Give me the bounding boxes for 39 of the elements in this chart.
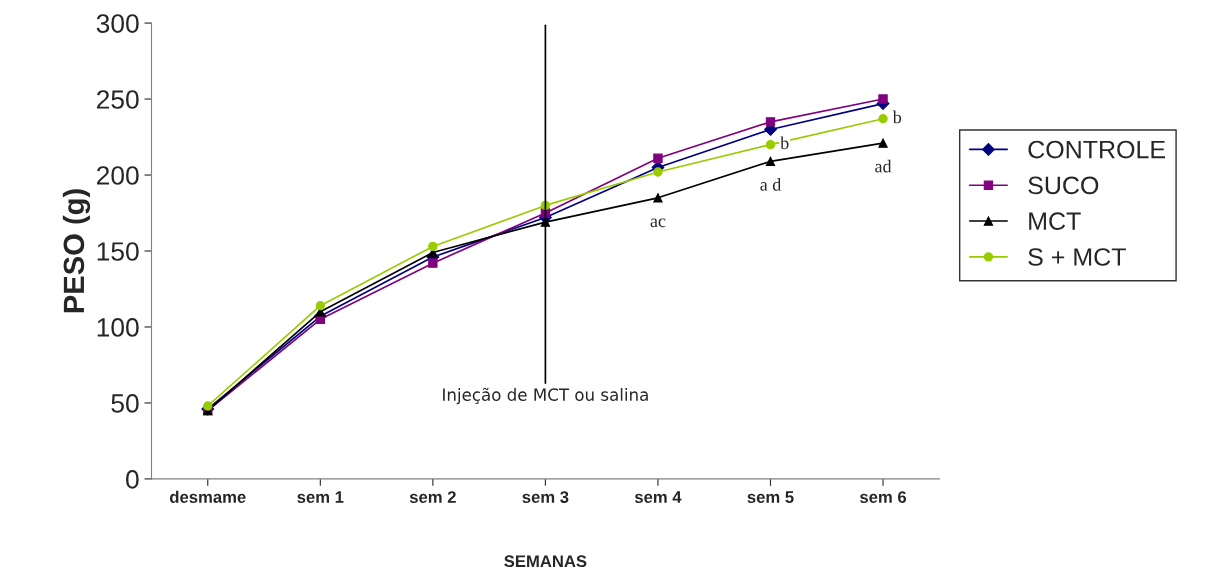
point (653, 153, 663, 163)
annotation: a d (760, 178, 782, 191)
y-tick-label: 0 (126, 470, 139, 489)
point (765, 139, 776, 150)
y-tick-label: 100 (97, 318, 139, 337)
y-tick-label: 200 (97, 166, 139, 185)
x-tick-label: sem 2 (409, 491, 456, 503)
x-tick-label: sem 4 (634, 491, 682, 503)
x-tick-label: desmame (170, 490, 246, 503)
y-axis-title: PESO (g) (62, 189, 91, 313)
annotation: ac (650, 218, 666, 228)
annotation: b (892, 110, 902, 124)
point (653, 193, 663, 203)
x-tick-label: sem 5 (747, 491, 794, 503)
y-tick-label: 50 (111, 394, 139, 413)
legend-label: SUCO (1028, 176, 1099, 195)
x-tick-label: sem 1 (297, 491, 344, 503)
point (428, 241, 438, 252)
point (203, 401, 213, 411)
annotation: ad (875, 159, 892, 173)
legend-label: MCT (1029, 212, 1081, 231)
y-tick-label: 300 (96, 14, 139, 33)
point (315, 301, 325, 311)
point (428, 258, 438, 268)
y-tick-label: 250 (97, 90, 139, 109)
point (878, 114, 888, 124)
point (653, 167, 663, 177)
point (878, 138, 888, 148)
point (878, 94, 888, 104)
ref-line-label: Injeção de MCT ou salina (443, 387, 648, 405)
x-tick-label: sem 6 (859, 491, 907, 503)
legend-label: S + MCT (1028, 248, 1126, 266)
annotation: b (780, 136, 789, 150)
legend-label: CONTROLE (1028, 140, 1166, 159)
point (765, 117, 776, 127)
x-axis-title: SEMANAS (504, 555, 587, 568)
point (765, 156, 776, 167)
x-tick-label: sem 3 (522, 491, 569, 503)
y-tick-label: 150 (97, 242, 139, 261)
